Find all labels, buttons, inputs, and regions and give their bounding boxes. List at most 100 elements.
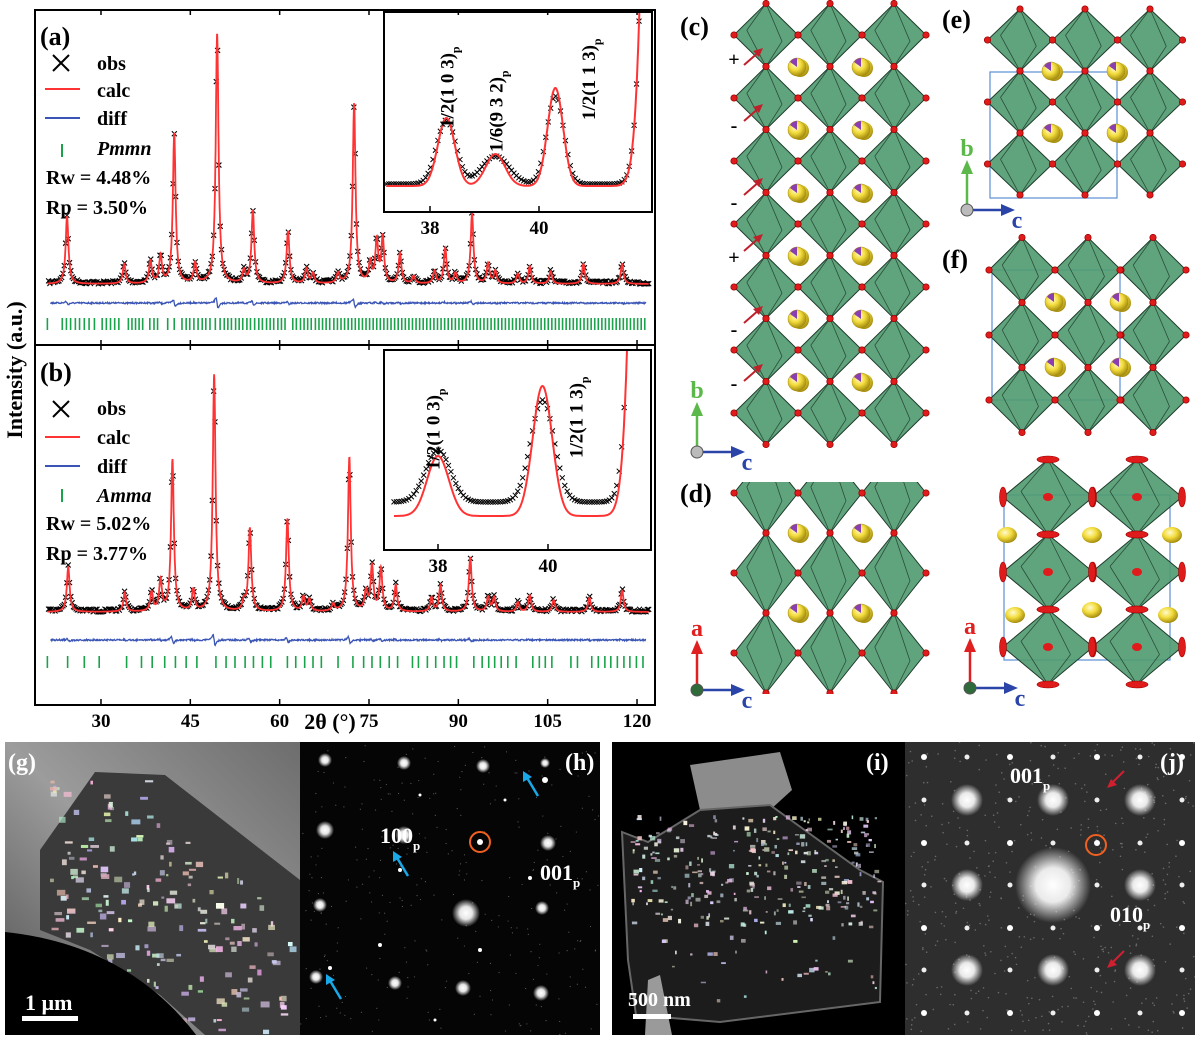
speckle <box>784 865 789 870</box>
noise <box>457 937 459 939</box>
superlattice-spot <box>1179 1010 1185 1016</box>
speckle <box>870 900 874 904</box>
noise <box>509 877 511 879</box>
inset-obs-point <box>584 499 590 505</box>
noise <box>1102 950 1105 953</box>
noise <box>1018 796 1020 798</box>
speckle <box>853 851 859 855</box>
inset-obs-point <box>418 478 425 484</box>
superlattice-spot <box>964 1010 970 1016</box>
noise <box>1140 908 1143 911</box>
speckle <box>828 972 831 976</box>
noise <box>434 814 436 817</box>
legend-diff: diff <box>97 456 127 478</box>
noise <box>511 932 514 934</box>
speckle <box>697 870 702 873</box>
noise <box>1047 1022 1050 1025</box>
speckle <box>832 936 836 940</box>
oxygen-atom <box>858 489 866 497</box>
octahedron <box>797 532 863 614</box>
oxygen-atom <box>1084 298 1092 307</box>
x-tick-label: 75 <box>360 711 379 732</box>
diffraction-spot <box>535 901 549 915</box>
speckle <box>825 903 830 907</box>
noise <box>463 879 466 881</box>
noise <box>1125 994 1128 997</box>
oxygen-atom <box>1146 5 1154 13</box>
noise <box>309 873 311 875</box>
noise <box>1135 848 1137 851</box>
noise <box>300 1023 302 1025</box>
noise <box>1184 797 1187 800</box>
red-arrow-head-icon <box>753 48 763 57</box>
speckle <box>733 849 735 852</box>
noise <box>950 781 952 783</box>
speckle <box>243 997 250 1000</box>
obs-marker-icon <box>52 54 70 72</box>
speckle <box>650 880 654 884</box>
noise <box>941 803 944 805</box>
speckle <box>813 967 819 971</box>
noise <box>1080 824 1082 826</box>
noise <box>1131 934 1134 937</box>
a-site-vacancy-wedge <box>854 184 861 193</box>
speckle <box>843 895 846 900</box>
speckle <box>782 903 786 908</box>
noise <box>458 874 460 876</box>
speckle <box>197 907 201 912</box>
speckle <box>874 844 876 849</box>
superlattice-spot <box>1179 967 1185 973</box>
noise <box>1155 997 1158 999</box>
speckle <box>742 909 749 912</box>
a-site-atom <box>1162 527 1182 543</box>
speckle <box>675 950 677 955</box>
oxygen-atom <box>858 157 866 165</box>
speckle <box>147 815 154 819</box>
annotation-subscript: p <box>435 388 449 395</box>
speckle <box>147 888 150 893</box>
superlattice-spot <box>1137 1010 1143 1016</box>
speckle <box>721 962 726 965</box>
speckle <box>67 908 76 912</box>
noise <box>546 973 548 975</box>
speckle <box>763 843 768 846</box>
noise <box>923 896 926 898</box>
noise <box>444 987 447 989</box>
oxygen-atom <box>1116 331 1124 339</box>
noise <box>385 783 388 786</box>
noise <box>954 749 956 752</box>
noise <box>379 877 381 879</box>
noise <box>1156 1029 1159 1032</box>
inset-obs-point <box>589 499 595 505</box>
speckle <box>788 910 794 914</box>
speckle <box>680 839 685 844</box>
noise <box>1164 960 1167 963</box>
noise <box>1153 817 1155 820</box>
noise <box>384 912 386 914</box>
speckle <box>837 901 842 904</box>
noise <box>1112 1001 1114 1003</box>
noise <box>1080 829 1082 831</box>
octahedron <box>797 128 863 194</box>
speckle <box>279 1001 285 1008</box>
speckle <box>66 915 70 920</box>
noise <box>1042 938 1044 940</box>
octahedron <box>797 2 863 68</box>
speckle <box>863 824 869 828</box>
noise <box>1078 917 1081 920</box>
speckle <box>794 834 799 836</box>
noise <box>914 819 917 822</box>
speckle <box>156 963 160 966</box>
noise <box>990 950 992 953</box>
noise <box>992 860 994 863</box>
superlattice-spot <box>1007 840 1013 846</box>
superlattice-spot <box>433 1018 437 1022</box>
noise <box>1014 956 1017 959</box>
noise <box>1028 1002 1030 1005</box>
noise <box>921 865 923 868</box>
noise <box>919 920 921 923</box>
inset-obs-point <box>440 451 447 458</box>
diffraction-spot <box>951 784 983 816</box>
arrow-head-icon <box>691 640 703 654</box>
noise <box>374 809 377 811</box>
